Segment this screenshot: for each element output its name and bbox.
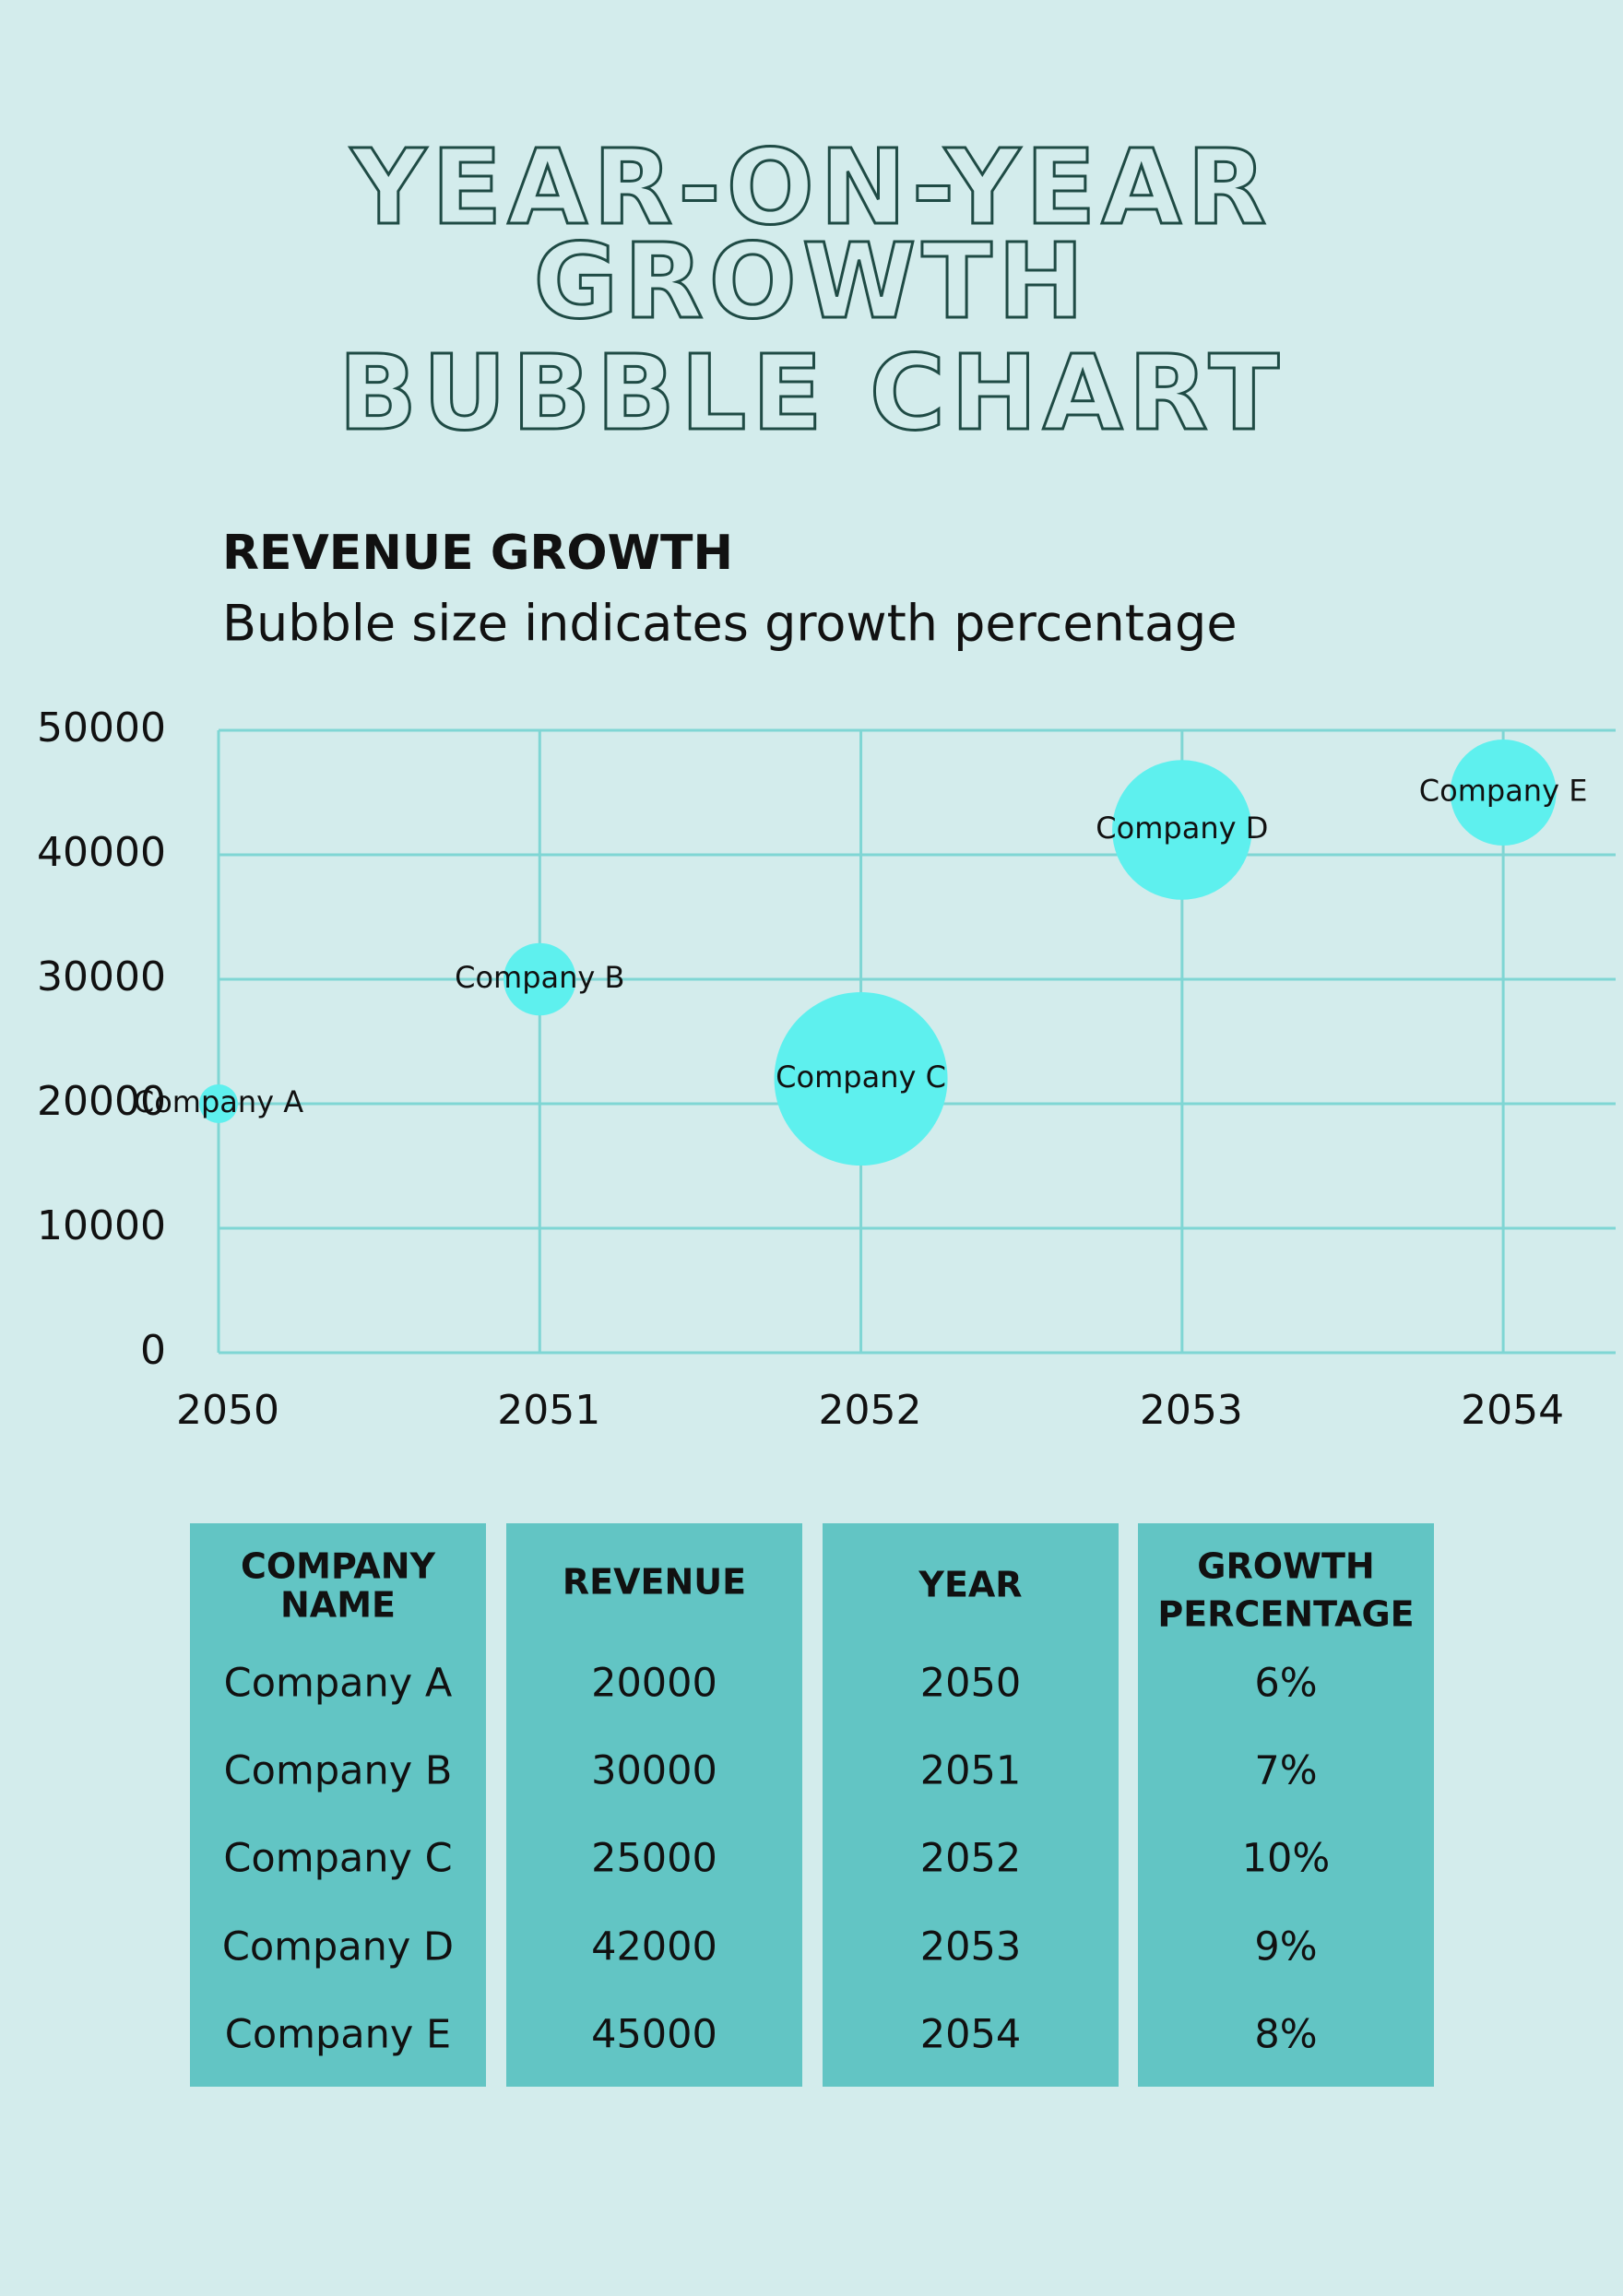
table-header: YEAR	[918, 1565, 1022, 1605]
table-column	[506, 1523, 802, 2087]
bubble	[1112, 760, 1252, 900]
x-tick-label: 2053	[1140, 1387, 1243, 1434]
table-header: COMPANY	[241, 1546, 436, 1587]
chart-subtitle: Bubble size indicates growth percentage	[222, 595, 1238, 653]
table-cell: Company B	[224, 1748, 453, 1794]
table-column	[190, 1523, 486, 2087]
table-cell: 25000	[591, 1836, 717, 1882]
table-cell: 2052	[920, 1836, 1021, 1882]
table-header: REVENUE	[563, 1562, 746, 1603]
table-cell: 45000	[591, 2012, 717, 2058]
table-cell: 10%	[1242, 1836, 1331, 1882]
y-tick-label: 20000	[37, 1078, 166, 1125]
table-cell: 30000	[591, 1748, 717, 1794]
table-cell: 2054	[920, 2012, 1021, 2058]
table-cell: Company E	[225, 2012, 451, 2058]
table-cell: 9%	[1254, 1924, 1317, 1971]
table-column	[823, 1523, 1119, 2087]
bubble-label: Company B	[455, 960, 624, 995]
y-tick-label: 50000	[37, 704, 166, 752]
table-cell: 2050	[920, 1661, 1021, 1707]
table-cell: 20000	[591, 1661, 717, 1707]
table-header: GROWTH	[1197, 1546, 1374, 1587]
y-tick-label: 40000	[37, 829, 166, 876]
table-cell: Company C	[223, 1836, 452, 1882]
table-cell: 8%	[1254, 2012, 1317, 2058]
table-column	[1138, 1523, 1434, 2087]
table-cell: 2051	[920, 1748, 1021, 1794]
chart-title: REVENUE GROWTH	[222, 526, 733, 581]
x-tick-label: 2051	[497, 1387, 600, 1434]
bubble	[503, 942, 576, 1016]
page-title: GROWTH	[533, 222, 1089, 342]
bubble	[199, 1084, 238, 1123]
table-header: PERCENTAGE	[1157, 1594, 1414, 1635]
table-cell: Company D	[222, 1924, 454, 1971]
x-tick-label: 2054	[1461, 1387, 1564, 1434]
table-cell: 42000	[591, 1924, 717, 1971]
page-title: BUBBLE CHART	[338, 334, 1285, 454]
bubble-label: Company D	[1096, 811, 1268, 846]
table-cell: 6%	[1254, 1661, 1317, 1707]
bubble	[774, 992, 948, 1166]
table-cell: 2053	[920, 1924, 1021, 1971]
x-tick-label: 2052	[819, 1387, 922, 1434]
table-cell: Company A	[224, 1661, 453, 1707]
y-tick-label: 10000	[37, 1202, 166, 1249]
bubble-label: Company E	[1419, 774, 1588, 809]
y-tick-label: 0	[140, 1327, 166, 1374]
bubble	[1450, 740, 1557, 846]
y-tick-label: 30000	[37, 953, 166, 1000]
bubble-label: Company A	[134, 1084, 303, 1119]
page-title: YEAR-ON-YEAR	[349, 128, 1273, 248]
table-header: NAME	[280, 1585, 396, 1626]
x-tick-label: 2050	[176, 1387, 279, 1434]
table-cell: 7%	[1254, 1748, 1317, 1794]
bubble-label: Company C	[776, 1059, 946, 1095]
